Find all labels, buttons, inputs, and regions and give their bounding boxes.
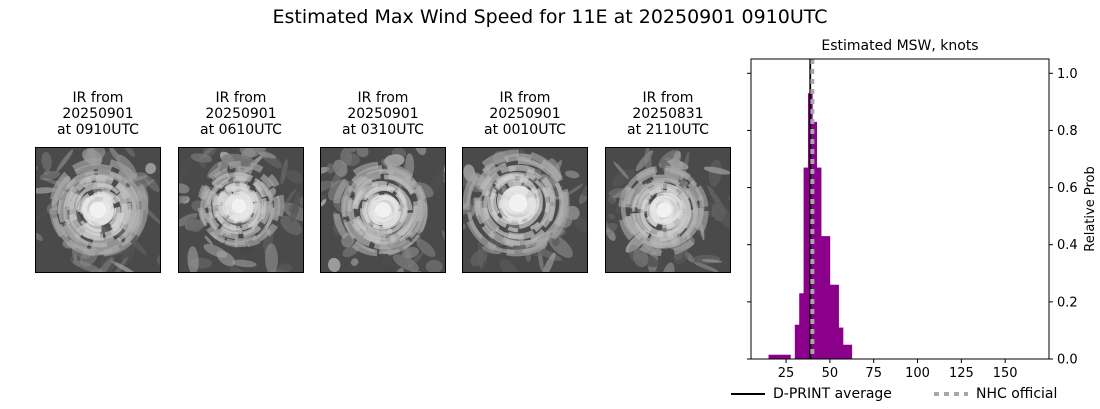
histogram-bar bbox=[799, 293, 804, 359]
y-axis-label: Relative Prob bbox=[1083, 166, 1098, 251]
x-axis-ticks: 25 50 75 100 125 150 bbox=[778, 359, 1018, 381]
x-tick-label: 75 bbox=[865, 366, 882, 381]
ir-panel-5: IR from 20250831 at 2110UTC bbox=[605, 90, 731, 273]
ir-satellite-image bbox=[462, 147, 588, 273]
legend-item-nhc: NHC official bbox=[934, 386, 1057, 402]
legend-swatch-solid bbox=[731, 393, 765, 395]
histogram-bar bbox=[768, 354, 774, 359]
panel-caption: IR from 20250831 at 2110UTC bbox=[605, 90, 731, 138]
y-axis-ticks: 0.0 0.2 0.4 0.6 0.8 1.0 bbox=[747, 67, 1078, 368]
histogram-bar bbox=[781, 354, 787, 359]
legend-label: D-PRINT average bbox=[773, 386, 892, 402]
histogram-bar bbox=[794, 324, 800, 359]
panel-caption: IR from 20250901 at 0310UTC bbox=[320, 90, 446, 138]
panel-caption: IR from 20250901 at 0010UTC bbox=[462, 90, 588, 138]
histogram-bar bbox=[834, 284, 839, 359]
histogram-bar bbox=[821, 236, 826, 359]
y-tick-label: 0.8 bbox=[1057, 124, 1078, 139]
caption-line: IR from bbox=[357, 90, 409, 106]
figure-title: Estimated Max Wind Speed for 11E at 2025… bbox=[272, 6, 828, 28]
legend-swatch-dotted bbox=[934, 392, 968, 396]
caption-date: 20250901 bbox=[205, 106, 277, 122]
histogram-bar bbox=[777, 354, 782, 359]
histogram-bar bbox=[803, 167, 809, 359]
caption-line: IR from bbox=[72, 90, 124, 106]
caption-line: IR from bbox=[499, 90, 551, 106]
ir-satellite-image bbox=[605, 147, 731, 273]
y-tick-label: 1.0 bbox=[1057, 67, 1078, 82]
x-tick-label: 100 bbox=[905, 366, 930, 381]
caption-time: at 0310UTC bbox=[342, 122, 424, 138]
y-tick-label: 0.0 bbox=[1057, 353, 1078, 368]
caption-date: 20250831 bbox=[632, 106, 704, 122]
caption-line: IR from bbox=[215, 90, 267, 106]
ir-satellite-image bbox=[35, 147, 161, 273]
legend-item-dprint: D-PRINT average bbox=[731, 386, 892, 402]
histogram-bar bbox=[772, 354, 778, 359]
histogram-bar bbox=[838, 327, 844, 359]
x-tick-label: 25 bbox=[778, 366, 795, 381]
caption-time: at 0910UTC bbox=[57, 122, 139, 138]
panel-caption: IR from 20250901 at 0610UTC bbox=[178, 90, 304, 138]
histogram-bar bbox=[847, 344, 853, 359]
chart-title: Estimated MSW, knots bbox=[821, 38, 978, 54]
caption-time: at 0610UTC bbox=[200, 122, 282, 138]
x-tick-label: 150 bbox=[993, 366, 1018, 381]
histogram-bar bbox=[786, 354, 791, 359]
histogram-bar bbox=[843, 344, 848, 359]
ir-panel-1: IR from 20250901 at 0910UTC bbox=[35, 90, 161, 273]
ir-panel-2: IR from 20250901 at 0610UTC bbox=[178, 90, 304, 273]
histogram-bar bbox=[816, 167, 822, 359]
reference-lines bbox=[809, 59, 815, 359]
caption-date: 20250901 bbox=[347, 106, 419, 122]
caption-line: IR from bbox=[642, 90, 694, 106]
caption-date: 20250901 bbox=[489, 106, 561, 122]
y-tick-label: 0.4 bbox=[1057, 238, 1078, 253]
histogram-bar bbox=[829, 284, 835, 359]
plot-frame bbox=[750, 58, 1050, 360]
ir-panel-4: IR from 20250901 at 0010UTC bbox=[462, 90, 588, 273]
y-tick-label: 0.6 bbox=[1057, 181, 1078, 196]
x-tick-label: 50 bbox=[822, 366, 839, 381]
x-tick-label: 125 bbox=[949, 366, 974, 381]
ir-satellite-image bbox=[178, 147, 304, 273]
caption-time: at 2110UTC bbox=[627, 122, 709, 138]
histogram-bar bbox=[812, 121, 818, 359]
histogram-bar bbox=[825, 236, 831, 359]
ir-panel-3: IR from 20250901 at 0310UTC bbox=[320, 90, 446, 273]
ir-satellite-image bbox=[320, 147, 446, 273]
panel-caption: IR from 20250901 at 0910UTC bbox=[35, 90, 161, 138]
caption-time: at 0010UTC bbox=[484, 122, 566, 138]
legend-label: NHC official bbox=[976, 386, 1058, 402]
y-tick-label: 0.2 bbox=[1057, 295, 1078, 310]
caption-date: 20250901 bbox=[62, 106, 134, 122]
